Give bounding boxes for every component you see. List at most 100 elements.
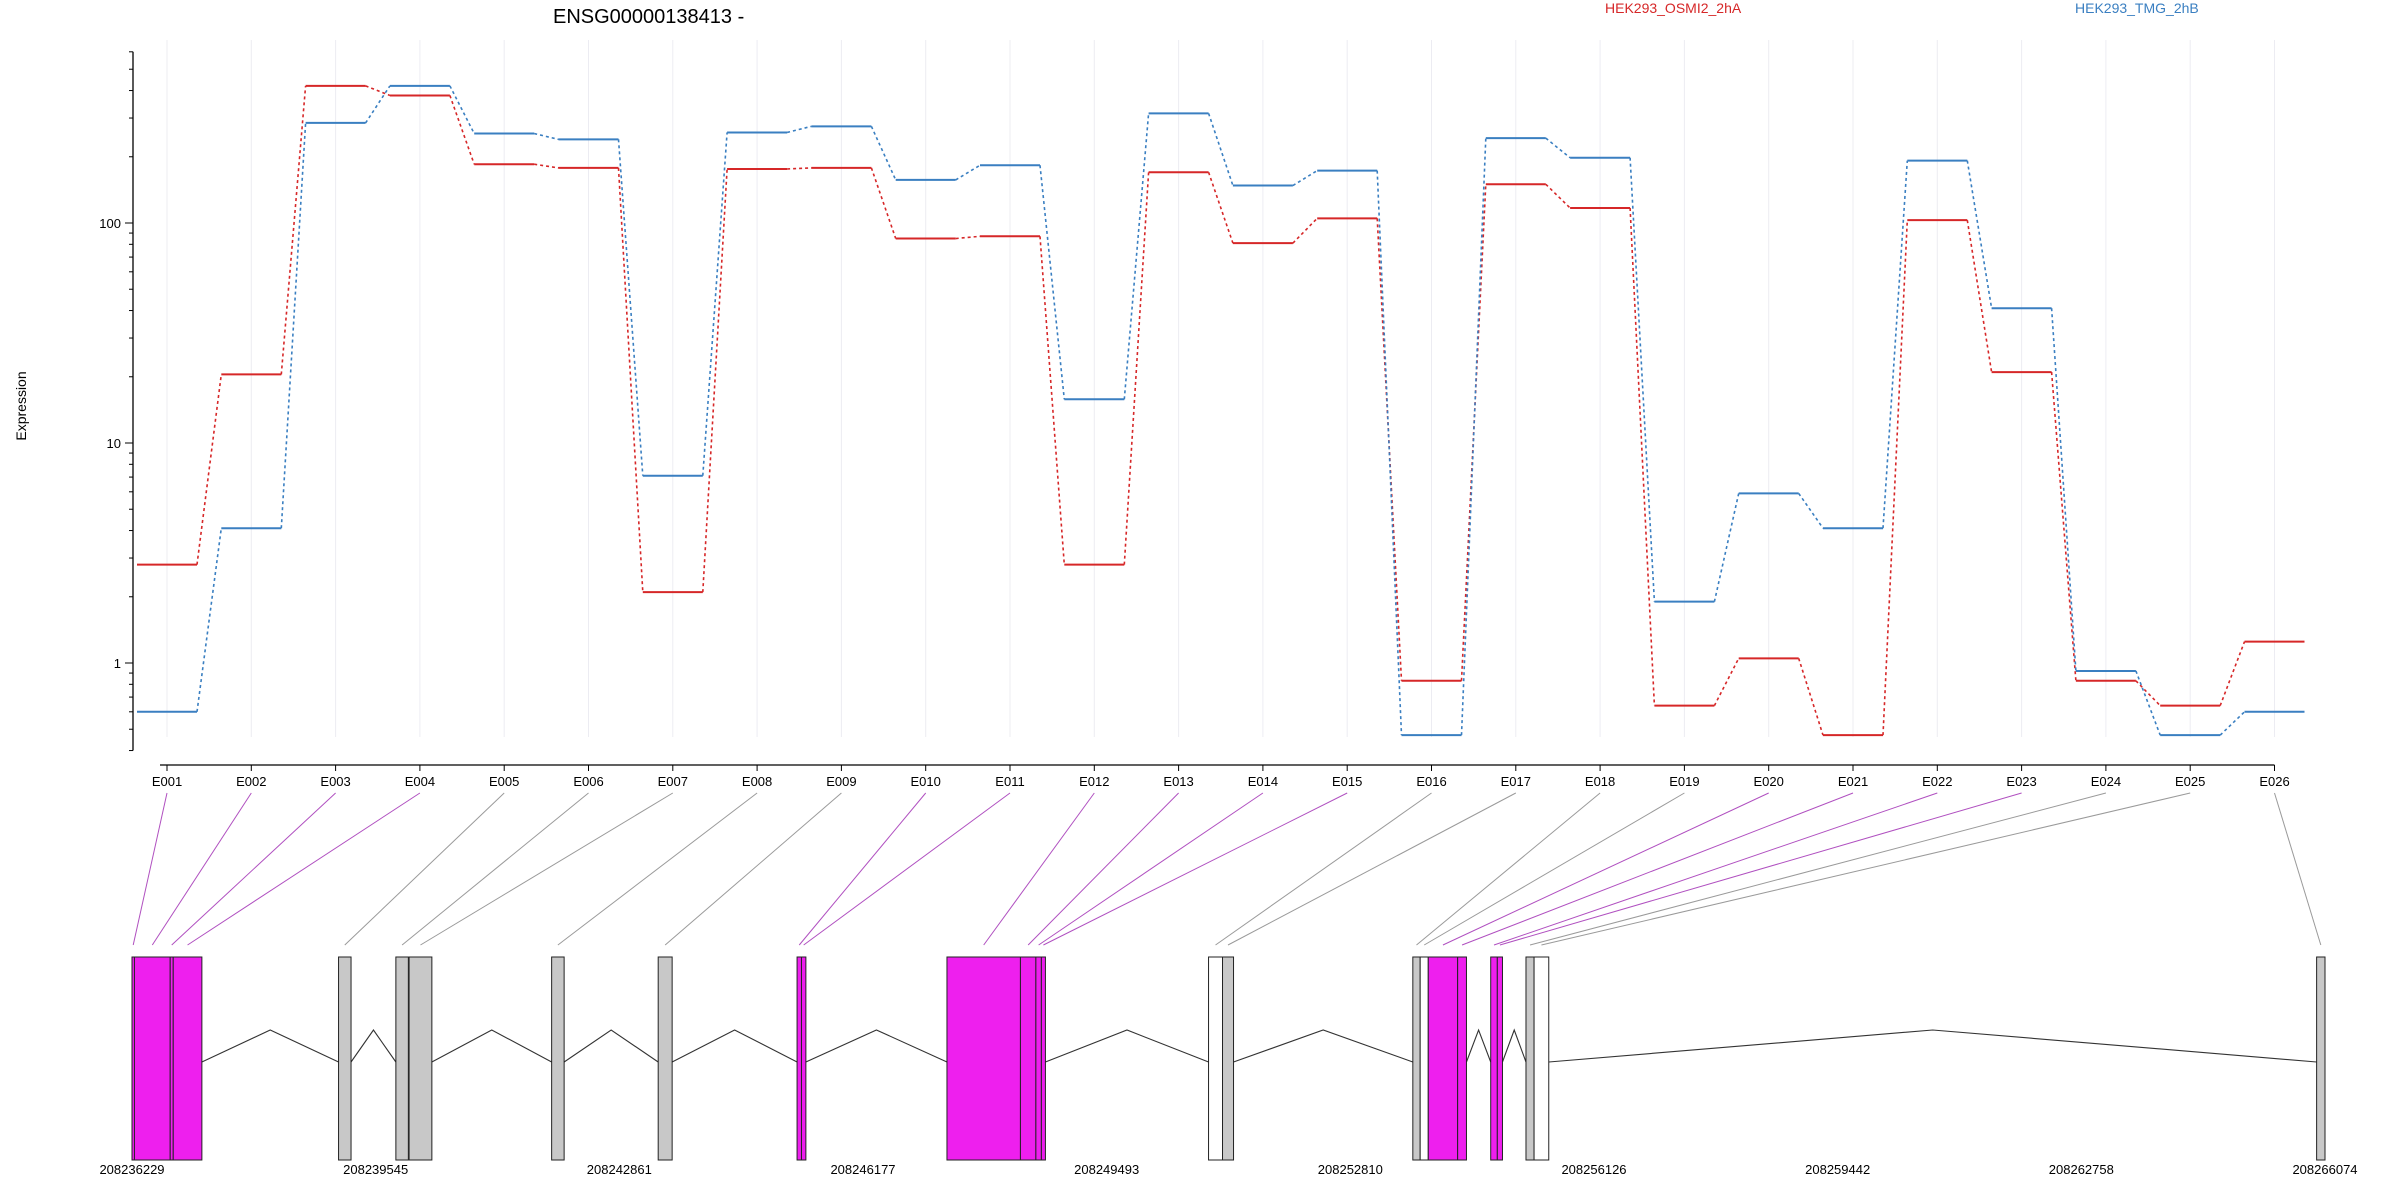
- x-tick-label-e023: E023: [2006, 774, 2036, 789]
- series-2-transition: [1629, 157, 1656, 602]
- genomic-coordinate-label: 208249493: [1074, 1162, 1139, 1177]
- exon-box-e026: [2316, 956, 2326, 1161]
- connector-e019: [1423, 792, 1685, 946]
- series-1-transition: [2135, 680, 2161, 707]
- genomic-coordinate-label: 208266074: [2292, 1162, 2357, 1177]
- series-2-transition: [1713, 493, 1740, 602]
- series-1-transition: [1545, 183, 1571, 209]
- series-1-transition: [2050, 372, 2077, 681]
- exon-box-e025: [1533, 956, 1550, 1161]
- genomic-coordinate-label: 208239545: [343, 1162, 408, 1177]
- connector-e001: [132, 792, 168, 946]
- connector-e009: [664, 792, 842, 946]
- y-tick-label: 100: [99, 216, 121, 231]
- series-1-transition: [870, 167, 897, 239]
- chart-title: ENSG00000138413 -: [553, 6, 744, 28]
- intron-5: [671, 1029, 798, 1063]
- series-2-transition: [786, 125, 812, 134]
- series-2-transition: [1039, 165, 1066, 400]
- intron-1: [201, 1029, 339, 1063]
- x-tick-label-e008: E008: [742, 774, 772, 789]
- exon-box-e024: [1525, 956, 1535, 1161]
- exon-box-e006: [395, 956, 409, 1161]
- x-tick-label-e001: E001: [152, 774, 182, 789]
- connector-e003: [171, 792, 336, 946]
- exon-box-e021: [1457, 956, 1467, 1161]
- y-tick-label: 1: [114, 656, 121, 671]
- series-2-transition: [449, 85, 475, 134]
- connector-e026: [2274, 792, 2322, 946]
- y-axis-label: Expression: [13, 371, 29, 440]
- connector-e024: [1529, 792, 2107, 946]
- exon-connectors: [132, 792, 2322, 946]
- exon-box-e023: [1496, 956, 1503, 1161]
- connector-e002: [151, 792, 252, 946]
- x-tick-label-e020: E020: [1754, 774, 1784, 789]
- exon-box-e012: [946, 956, 1021, 1161]
- series-1-transition: [280, 85, 307, 375]
- series-1-transition: [365, 85, 391, 97]
- exon-box-e004: [172, 956, 203, 1161]
- intron-2: [350, 1029, 397, 1063]
- exon-box-e019: [1419, 956, 1429, 1161]
- exon-box-e005: [338, 956, 352, 1161]
- connector-e025: [1541, 792, 2191, 946]
- exon-box-e007: [408, 956, 433, 1161]
- connector-e015: [1043, 792, 1348, 946]
- genomic-coordinate-label: 208246177: [830, 1162, 895, 1177]
- x-tick-label-e019: E019: [1669, 774, 1699, 789]
- connector-e016: [1215, 792, 1432, 946]
- x-tick-label-e024: E024: [2091, 774, 2121, 789]
- series-1-transition: [1713, 657, 1740, 707]
- exon-box-e002: [133, 956, 171, 1161]
- x-tick-label-e006: E006: [573, 774, 603, 789]
- x-tick-label-e022: E022: [1922, 774, 1952, 789]
- exon-box-e013: [1019, 956, 1037, 1161]
- x-tick-label-e013: E013: [1163, 774, 1193, 789]
- x-tick-label-e009: E009: [826, 774, 856, 789]
- intron-3: [431, 1029, 552, 1063]
- series-2-transition: [1798, 492, 1824, 529]
- series-2-transition: [364, 85, 391, 124]
- x-tick-label-e018: E018: [1585, 774, 1615, 789]
- intron-8: [1233, 1029, 1414, 1063]
- connector-e013: [1027, 792, 1179, 946]
- series-1-transition: [1292, 217, 1318, 244]
- exon-box-e016: [1208, 956, 1224, 1161]
- series-1-transition: [1797, 658, 1824, 736]
- intron-7: [1045, 1029, 1209, 1063]
- connector-e021: [1461, 792, 1854, 946]
- series-2-transition: [870, 126, 897, 181]
- series-2-transition: [1545, 137, 1571, 159]
- exon-box-e015: [1040, 956, 1046, 1161]
- series-1-transition: [2219, 641, 2246, 706]
- x-tick-label-e017: E017: [1501, 774, 1531, 789]
- legend-series-1: HEK293_OSMI2_2hA: [1605, 0, 1742, 16]
- series-1-transition: [955, 235, 981, 240]
- series-1-transition: [1966, 220, 1993, 373]
- connector-e018: [1416, 792, 1601, 946]
- series-1-transition: [1882, 220, 1909, 736]
- series-1-transition: [196, 374, 223, 565]
- series-1-transition: [1123, 172, 1150, 565]
- exon-box-e018: [1412, 956, 1421, 1161]
- x-tick-label-e015: E015: [1332, 774, 1362, 789]
- x-tick-label-e010: E010: [911, 774, 941, 789]
- connector-e020: [1442, 792, 1769, 946]
- series-2-transition: [2050, 308, 2077, 672]
- connector-e014: [1038, 792, 1264, 946]
- x-tick-label-e005: E005: [489, 774, 519, 789]
- genomic-coordinate-label: 208262758: [2049, 1162, 2114, 1177]
- genomic-coordinate-label: 208259442: [1805, 1162, 1870, 1177]
- series-lines: [137, 84, 2305, 737]
- connector-e011: [803, 792, 1011, 946]
- genomic-coordinate-label: 208256126: [1561, 1162, 1626, 1177]
- x-tick-label-e002: E002: [236, 774, 266, 789]
- x-tick-label-e021: E021: [1838, 774, 1868, 789]
- connector-e023: [1499, 792, 2022, 946]
- connector-e022: [1493, 792, 1938, 946]
- series-1-transition: [617, 167, 644, 593]
- series-2-transition: [702, 132, 728, 476]
- series-2-transition: [617, 139, 644, 476]
